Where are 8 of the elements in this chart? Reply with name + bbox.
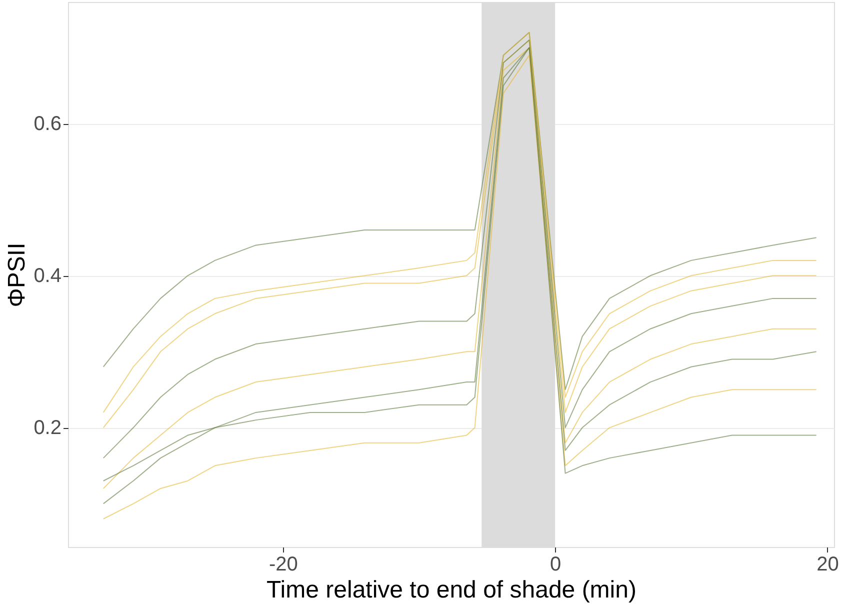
x-tick-label: 20 <box>816 554 839 576</box>
y-tick-label: 0.6 <box>34 113 62 136</box>
y-tick-label: 0.2 <box>34 417 62 440</box>
y-axis-title: ΦPSII <box>4 242 31 308</box>
x-tick-label: 0 <box>550 554 562 576</box>
y-tick-label: 0.4 <box>34 265 62 288</box>
x-axis-title: Time relative to end of shade (min) <box>266 576 636 604</box>
x-tick-label: -20 <box>269 554 298 576</box>
